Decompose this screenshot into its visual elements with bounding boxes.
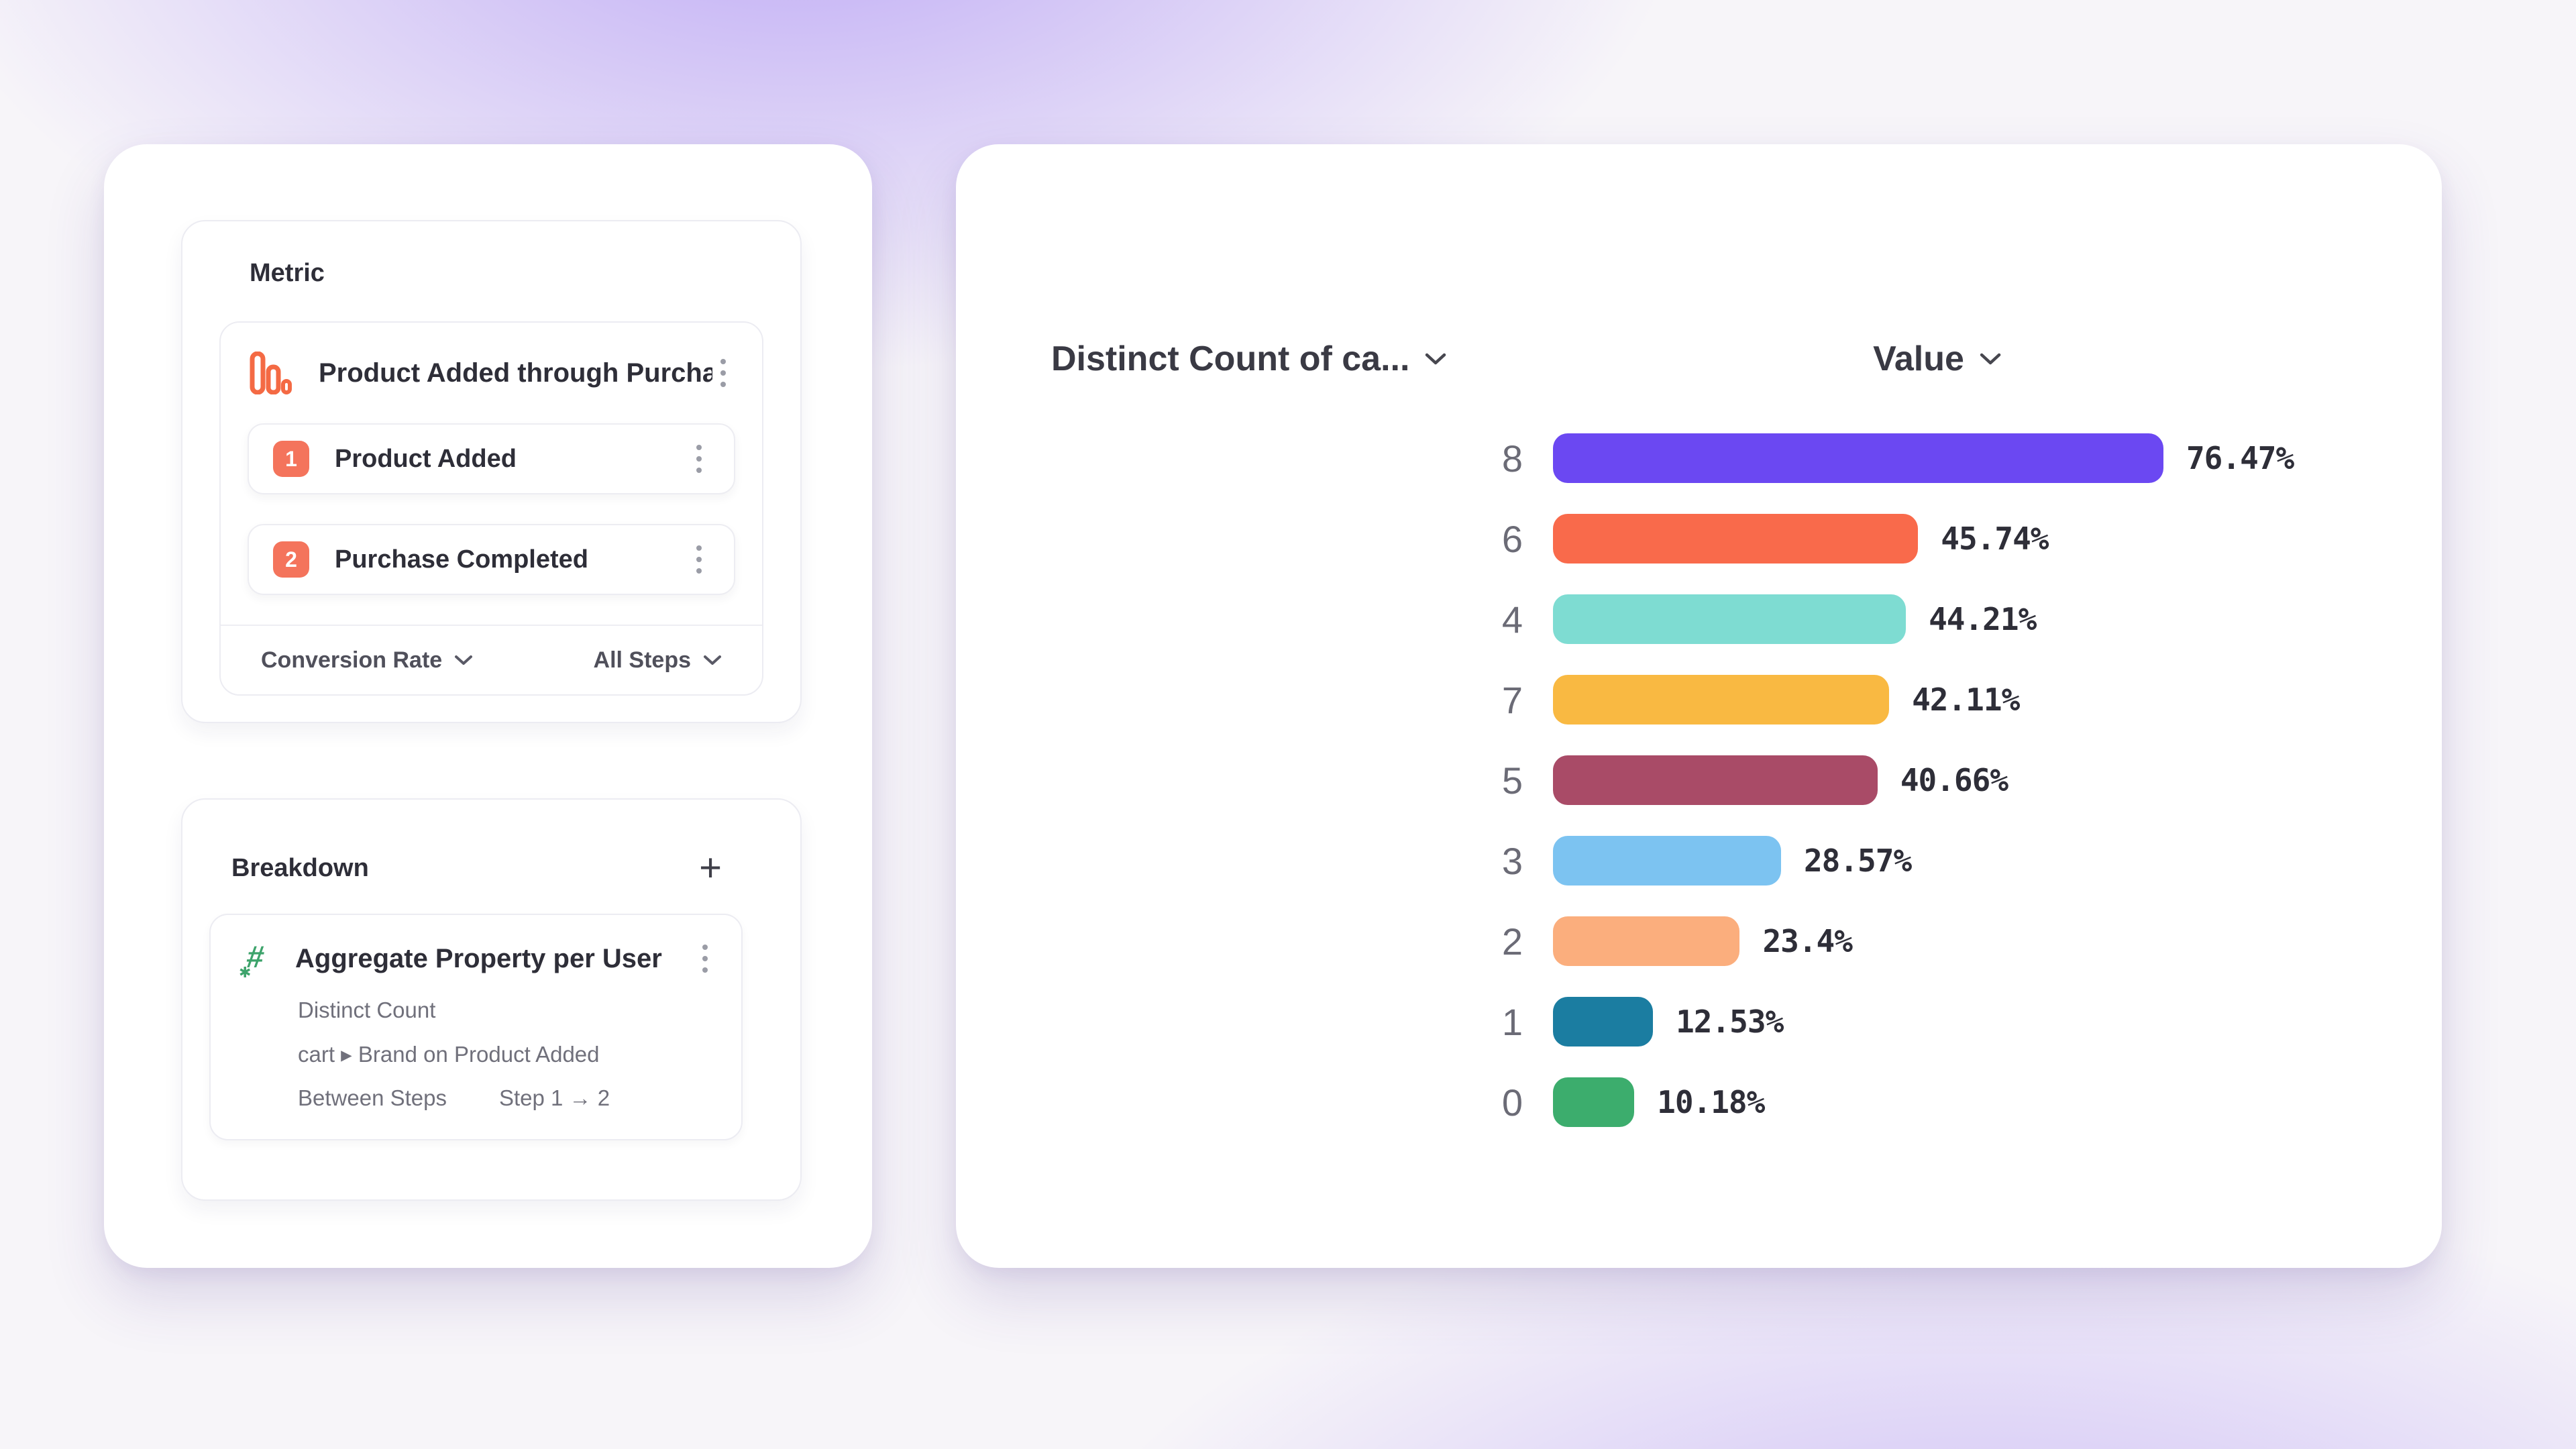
metric-card: Metric Product Added through Purcha... 1 (181, 220, 802, 723)
bar-area: 23.4% (1553, 916, 1853, 966)
bar-area: 10.18% (1553, 1077, 1765, 1127)
chevron-down-icon (704, 655, 721, 665)
value-label: 28.57% (1803, 843, 1912, 879)
kebab-menu-icon[interactable] (694, 938, 716, 979)
bar-area: 28.57% (1553, 836, 1912, 885)
bar[interactable] (1553, 514, 1919, 564)
value-label: 42.11% (1912, 682, 2020, 718)
query-builder-panel: Metric Product Added through Purcha... 1 (104, 144, 872, 1268)
category-label: 1 (1501, 1000, 1523, 1043)
bar[interactable] (1553, 997, 1654, 1046)
value-label: 76.47% (2186, 440, 2294, 476)
value-label: 10.18% (1657, 1084, 1765, 1120)
bar[interactable] (1553, 433, 2163, 483)
bar-area: 45.74% (1553, 514, 2049, 564)
bar[interactable] (1553, 916, 1740, 966)
bar-area: 40.66% (1553, 755, 2008, 805)
kebab-menu-icon[interactable] (712, 352, 734, 394)
bar[interactable] (1553, 755, 1878, 805)
breakdown-card: Breakdown + # ✱ Aggregate Property per U… (181, 798, 802, 1201)
chevron-down-icon (1426, 353, 1446, 365)
value-label: 40.66% (1900, 762, 2008, 798)
add-breakdown-button[interactable]: + (699, 846, 722, 890)
bar-area: 42.11% (1553, 675, 2020, 724)
category-label: 3 (1501, 839, 1523, 882)
step-event-name: Product Added (335, 444, 517, 473)
chart-panel: Distinct Count of ca... Value 8 76.47% 6 45… (956, 144, 2442, 1268)
funnel-step-1[interactable]: 1 Product Added (248, 423, 735, 494)
bar-area: 44.21% (1553, 594, 2037, 644)
aggregate-property-icon: # ✱ (239, 939, 267, 981)
chart-row: 0 10.18% (956, 1062, 2442, 1142)
funnel-metric-header[interactable]: Product Added through Purcha... (221, 323, 762, 423)
bar[interactable] (1553, 594, 1907, 644)
footer-divider (221, 625, 762, 626)
chart-row: 3 28.57% (956, 820, 2442, 901)
breakdown-section-title: Breakdown (231, 853, 369, 882)
breakdown-item-header: # ✱ Aggregate Property per User (239, 938, 716, 981)
step-number-badge: 1 (273, 441, 309, 477)
step-number-badge: 2 (273, 541, 309, 578)
chart-row: 4 44.21% (956, 579, 2442, 659)
category-column-header[interactable]: Distinct Count of ca... (1051, 339, 1447, 379)
category-label: 6 (1501, 517, 1523, 560)
bar[interactable] (1553, 675, 1890, 724)
chevron-down-icon (1980, 353, 2001, 365)
breakdown-property: cart ▸ Brand on Product Added (298, 1042, 600, 1067)
step-range-value: Step 1 → 2 (498, 1085, 610, 1110)
funnel-footer: Conversion Rate All Steps (221, 626, 762, 694)
kebab-menu-icon[interactable] (688, 438, 710, 480)
chart-row: 2 23.4% (956, 901, 2442, 981)
bar[interactable] (1553, 1077, 1635, 1127)
chart-row: 7 42.11% (956, 659, 2442, 740)
bar[interactable] (1553, 836, 1781, 885)
bar-area: 12.53% (1553, 997, 1784, 1046)
chart-row: 1 12.53% (956, 981, 2442, 1062)
category-label: 7 (1501, 678, 1523, 721)
breakdown-aggregation: Distinct Count (298, 998, 436, 1022)
funnel-metric-box: Product Added through Purcha... 1 Produc… (219, 321, 763, 696)
funnel-step-2[interactable]: 2 Purchase Completed (248, 524, 735, 595)
breakdown-header: Breakdown + (219, 800, 763, 890)
conversion-rate-dropdown[interactable]: Conversion Rate (261, 647, 473, 674)
category-label: 5 (1501, 759, 1523, 802)
horizontal-bar-chart: 8 76.47% 6 45.74% 4 44.21% 7 42.11% 5 40.66% 3 28.5… (956, 418, 2442, 1142)
category-label: 2 (1501, 920, 1523, 963)
value-label: 45.74% (1941, 521, 2049, 557)
between-steps-label: Between Steps (298, 1085, 447, 1110)
all-steps-dropdown[interactable]: All Steps (594, 647, 722, 674)
category-label: 0 (1501, 1081, 1523, 1124)
value-column-header[interactable]: Value (1873, 339, 2002, 379)
chart-row: 6 45.74% (956, 498, 2442, 579)
breakdown-item-box[interactable]: # ✱ Aggregate Property per User Distinct… (209, 914, 743, 1140)
metric-name: Product Added through Purcha... (319, 358, 712, 388)
category-label: 4 (1501, 598, 1523, 641)
kebab-menu-icon[interactable] (688, 539, 710, 580)
value-label: 12.53% (1676, 1004, 1784, 1040)
breakdown-item-title: Aggregate Property per User (295, 943, 662, 973)
category-label: 8 (1501, 437, 1523, 480)
funnel-chart-icon (249, 352, 292, 394)
metric-section-title: Metric (250, 259, 325, 287)
value-label: 44.21% (1929, 601, 2037, 637)
step-event-name: Purchase Completed (335, 545, 588, 574)
chart-row: 5 40.66% (956, 740, 2442, 820)
chart-row: 8 76.47% (956, 418, 2442, 498)
value-label: 23.4% (1762, 923, 1852, 959)
breakdown-step-scope: Between Steps Step 1 → 2 (298, 1085, 716, 1111)
bar-area: 76.47% (1553, 433, 2294, 483)
chevron-down-icon (455, 655, 473, 665)
